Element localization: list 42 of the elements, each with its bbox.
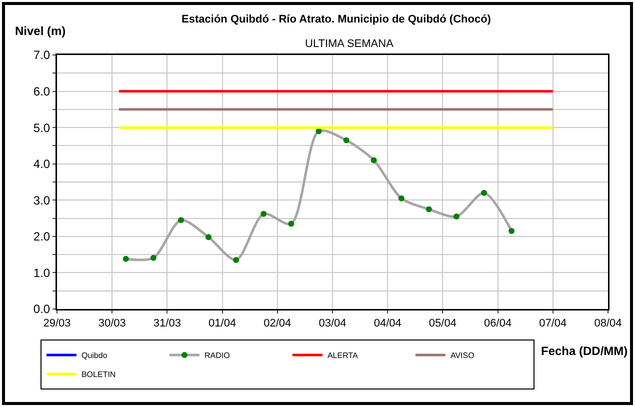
x-tick-label: 03/04: [318, 318, 346, 330]
x-tick-label: 06/04: [484, 318, 512, 330]
y-tick-label: 1.0: [33, 266, 50, 280]
point: [178, 217, 184, 224]
legend-label: ALERTA: [327, 351, 359, 360]
x-axis-title: Fecha (DD/MM): [541, 344, 628, 358]
x-tick-label: 02/04: [264, 318, 292, 330]
point: [206, 234, 212, 240]
point: [288, 220, 294, 227]
x-tick-label: 01/04: [208, 318, 236, 330]
x-tick-label: 04/04: [374, 318, 402, 330]
point: [508, 228, 515, 234]
point: [233, 257, 240, 264]
legend-label: RADIO: [204, 351, 230, 360]
y-tick-label: 5.0: [33, 120, 50, 135]
point: [453, 213, 460, 220]
y-tick-label: 6.0: [33, 84, 50, 98]
point: [343, 137, 350, 144]
point: [260, 210, 267, 217]
chart-title: Estación Quibdó - Río Atrato. Municipio de Quibdó (Chocó): [182, 14, 492, 26]
x-tick-label: 07/04: [539, 318, 567, 330]
y-tick-label: 0.0: [33, 302, 50, 316]
point: [426, 206, 432, 212]
x-tick-label: 29/03: [43, 318, 71, 330]
x-tick-label: 30/03: [98, 318, 126, 330]
legend-label: BOLETIN: [81, 370, 116, 380]
point: [370, 157, 377, 164]
y-tick-label: 4.0: [33, 157, 50, 172]
legend-label: Quibdo: [81, 351, 108, 360]
y-tick-label: 2.0: [33, 230, 50, 244]
y-tick-label: 3.0: [33, 193, 50, 208]
point: [398, 195, 404, 202]
y-tick-label: 7.0: [33, 48, 50, 62]
y-axis-title: Nivel (m): [15, 24, 66, 38]
point: [481, 190, 488, 196]
x-tick-label: 08/04: [594, 318, 622, 330]
point: [122, 256, 129, 262]
point: [150, 254, 156, 261]
chart-subtitle: ULTIMA SEMANA: [305, 38, 394, 50]
legend-label: AVISO: [450, 351, 474, 360]
x-tick-label: 31/03: [153, 318, 181, 330]
x-tick-label: 05/04: [428, 318, 456, 330]
